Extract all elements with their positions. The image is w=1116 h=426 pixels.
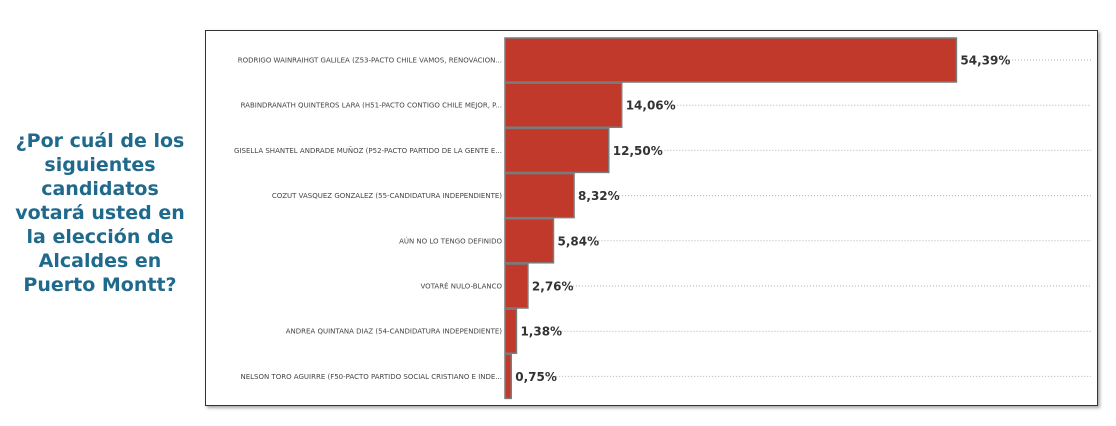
bar: [504, 353, 512, 400]
category-label: GISELLA SHANTEL ANDRADE MUÑOZ (P52-PACTO…: [234, 146, 502, 155]
category-label: AÚN NO LO TENGO DEFINIDO: [399, 236, 502, 245]
bar: [504, 172, 575, 219]
value-label: 2,76%: [532, 280, 574, 294]
value-label: 8,32%: [578, 189, 620, 203]
category-label: NELSON TORO AGUIRRE (F50-PACTO PARTIDO S…: [240, 373, 502, 381]
bar-chart: RODRIGO WAINRAIHGT GALILEA (Z53-PACTO CH…: [234, 37, 1091, 400]
value-label: 5,84%: [557, 234, 599, 248]
value-label: 1,38%: [520, 325, 562, 339]
category-label: RODRIGO WAINRAIHGT GALILEA (Z53-PACTO CH…: [238, 57, 502, 65]
category-label: VOTARÉ NULO-BLANCO: [421, 282, 503, 291]
bar: [504, 308, 518, 354]
value-label: 0,75%: [515, 370, 557, 384]
question-panel: ¿Por cuál de los siguientes candidatos v…: [0, 0, 200, 426]
value-label: 14,06%: [626, 99, 676, 113]
category-label: COZUT VASQUEZ GONZALEZ (55-CANDIDATURA I…: [272, 192, 502, 200]
bar: [504, 218, 555, 264]
value-label: 12,50%: [613, 144, 663, 158]
bar: [504, 127, 610, 174]
bar: [504, 263, 529, 309]
question-text: ¿Por cuál de los siguientes candidatos v…: [15, 130, 185, 296]
category-label: RABINDRANATH QUINTEROS LARA (H51-PACTO C…: [241, 102, 502, 110]
category-label: ANDREA QUINTANA DIAZ (54-CANDIDATURA IND…: [286, 328, 503, 336]
bar: [504, 37, 958, 83]
chart-frame: RODRIGO WAINRAIHGT GALILEA (Z53-PACTO CH…: [205, 30, 1098, 406]
value-label: 54,39%: [960, 54, 1010, 68]
bar: [504, 82, 623, 128]
